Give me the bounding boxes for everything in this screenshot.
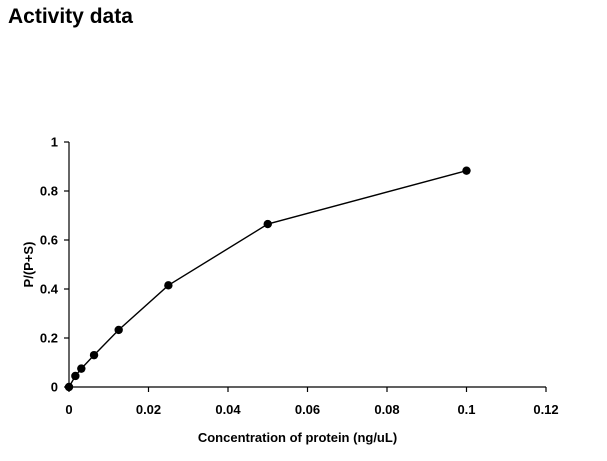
y-axis-ticks: 0 0.2 0.4 0.6 0.8 1 — [40, 135, 69, 395]
y-tick-label: 0.2 — [40, 331, 58, 346]
x-tick-label: 0.08 — [374, 402, 399, 417]
page-title: Activity data — [8, 5, 133, 28]
data-point — [71, 371, 80, 381]
x-axis-ticks: 0 0.02 0.04 0.06 0.08 0.1 0.12 — [65, 387, 559, 417]
y-axis-label: P/(P+S) — [21, 242, 36, 288]
data-point — [462, 166, 471, 175]
x-tick-label: 0.04 — [215, 402, 241, 417]
data-point — [89, 350, 99, 360]
x-tick-label: 0.06 — [295, 402, 320, 417]
x-tick-label: 0 — [65, 402, 72, 417]
y-tick-label: 0.6 — [40, 233, 58, 248]
data-point — [263, 219, 272, 229]
x-tick-label: 0.1 — [457, 402, 475, 417]
x-tick-label: 0.02 — [136, 402, 161, 417]
data-point — [64, 382, 74, 392]
y-tick-label: 0.4 — [40, 282, 59, 297]
data-point — [77, 364, 86, 373]
y-tick-label: 0.8 — [40, 184, 58, 199]
y-tick-label: 0 — [51, 380, 58, 395]
data-point — [114, 325, 123, 335]
y-tick-label: 1 — [51, 135, 58, 150]
data-point — [164, 281, 173, 290]
chart-axes — [68, 142, 546, 388]
series-layer — [64, 166, 471, 392]
x-axis-label: Concentration of protein (ng/uL) — [198, 430, 397, 445]
series-line — [68, 169, 467, 388]
x-tick-label: 0.12 — [533, 402, 558, 417]
